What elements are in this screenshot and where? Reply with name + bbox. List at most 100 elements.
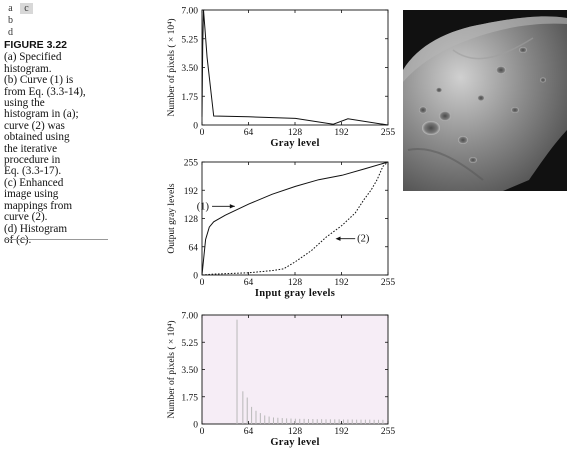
x-tick-label: 128 <box>288 128 303 138</box>
caption-line: (a) Specified <box>4 51 62 64</box>
curve-2-annotation: (2) <box>357 234 370 245</box>
y-tick-label: 192 <box>184 187 199 197</box>
caption-line: using the <box>4 97 45 110</box>
histogram-bar <box>255 410 257 424</box>
histogram-bar <box>281 418 283 424</box>
caption-line: (c) Enhanced <box>4 176 64 189</box>
caption-line: (b) Curve (1) is <box>4 74 74 87</box>
enhanced-image-moon-surface <box>403 10 567 191</box>
y-axis-label: Number of pixels ( × 10⁴) <box>166 18 177 116</box>
histogram-bar <box>347 419 349 424</box>
curve-1-line <box>201 161 389 276</box>
x-tick-label: 255 <box>381 427 396 437</box>
caption-line: curve (2). <box>4 211 48 224</box>
caption-line: mappings from <box>4 199 73 212</box>
histogram-bar <box>236 319 238 424</box>
histogram-bar <box>251 406 253 424</box>
curve-2-line <box>201 161 389 276</box>
histogram-bar <box>307 419 309 424</box>
caption-line: histogram. <box>4 62 52 75</box>
x-tick-label: 192 <box>334 278 349 288</box>
axes-frame <box>201 9 389 126</box>
histogram-bar <box>316 419 318 424</box>
x-axis-label: Input gray levels <box>255 288 335 299</box>
caption-line: the iterative <box>4 142 58 155</box>
y-tick-label: 128 <box>184 215 199 225</box>
panel-key-d: d <box>8 27 13 38</box>
x-tick-label: 255 <box>381 128 396 138</box>
histogram-bar <box>351 419 353 424</box>
caption-line: curve (2) was <box>4 119 65 132</box>
curve-1-annotation: (1) <box>197 201 210 212</box>
histogram-bar <box>356 419 358 424</box>
histogram-bar <box>382 419 384 424</box>
caption-line: procedure in <box>4 154 61 167</box>
histogram-bar <box>294 418 296 424</box>
caption-rule <box>4 239 108 240</box>
histogram-bar <box>373 419 375 424</box>
specified-histogram-line <box>201 9 389 126</box>
y-tick-label: 7.00 <box>181 7 198 17</box>
y-tick-label: 0 <box>193 421 198 431</box>
y-tick-label: 1.75 <box>181 393 198 403</box>
curve-2-arrowhead <box>335 236 341 241</box>
histogram-bar <box>360 419 362 424</box>
y-tick-label: 255 <box>184 159 199 169</box>
y-tick-label: 1.75 <box>181 93 198 103</box>
histogram-bar <box>369 419 371 424</box>
histogram-bar <box>299 418 301 424</box>
histogram-bar <box>329 419 331 424</box>
y-tick-label: 5.25 <box>181 35 198 45</box>
x-tick-label: 64 <box>244 128 254 138</box>
histogram-bar <box>303 418 305 424</box>
histogram-bar <box>364 419 366 424</box>
histogram-bar <box>312 419 314 424</box>
y-tick-label: 7.00 <box>181 312 198 322</box>
x-tick-label: 64 <box>244 427 254 437</box>
transformation-curves-chart: 0 64 128 192 255 0 64 128 192 255 Input gray level… <box>167 159 396 300</box>
histogram-bar <box>272 417 274 424</box>
x-tick-label: 128 <box>288 278 303 288</box>
y-axis-label: Number of pixels ( × 10⁴) <box>166 320 177 418</box>
x-axis-label: Gray level <box>270 138 319 149</box>
figure-label: FIGURE 3.22 <box>4 39 68 51</box>
x-tick-label: 0 <box>200 427 205 437</box>
caption-line: obtained using <box>4 131 70 144</box>
caption-line: from Eq. (3.3-14), <box>4 85 86 98</box>
histogram-bar <box>378 419 380 424</box>
caption-line: (d) Histogram <box>4 222 68 235</box>
caption-line: image using <box>4 188 59 201</box>
axes-frame <box>201 161 389 276</box>
y-tick-label: 64 <box>189 243 199 253</box>
histogram-bar <box>268 416 270 424</box>
y-tick-label: 3.50 <box>181 366 198 376</box>
panel-key-b: b <box>8 15 13 26</box>
x-axis-label: Gray level <box>270 437 319 448</box>
y-tick-label: 5.25 <box>181 339 198 349</box>
histogram-bar <box>264 415 266 424</box>
x-tick-label: 255 <box>381 278 396 288</box>
y-tick-label: 3.50 <box>181 64 198 74</box>
histogram-bar <box>338 419 340 424</box>
x-tick-label: 128 <box>288 427 303 437</box>
y-tick-label: 0 <box>193 122 198 132</box>
enhanced-image <box>403 10 567 191</box>
histogram-bar <box>290 418 292 424</box>
histogram-bar <box>343 419 345 424</box>
y-axis-label: Output gray levels <box>167 183 177 253</box>
figure-caption: FIGURE 3.22 (a) Specified histogram. (b)… <box>4 39 108 246</box>
panel-key-a: a <box>8 3 13 14</box>
curve-1-arrowhead <box>229 204 235 209</box>
histogram-bar <box>242 391 244 424</box>
enhanced-histogram-chart: 0 64 128 192 255 0 1.75 3.50 5.25 7.00 Gray level N… <box>166 312 396 449</box>
x-tick-label: 192 <box>334 128 349 138</box>
panel-key-c: c <box>20 3 33 14</box>
histogram-bar <box>321 419 323 424</box>
caption-line: histogram in (a); <box>4 108 79 121</box>
y-tick-label: 0 <box>193 272 198 282</box>
histogram-bar <box>246 397 248 424</box>
plot-area <box>202 315 388 424</box>
x-tick-label: 0 <box>200 278 205 288</box>
histogram-bar <box>325 419 327 424</box>
specified-histogram-chart: 0 64 128 192 255 0 1.75 3.50 5.25 7.00 Gray level N… <box>166 7 396 150</box>
